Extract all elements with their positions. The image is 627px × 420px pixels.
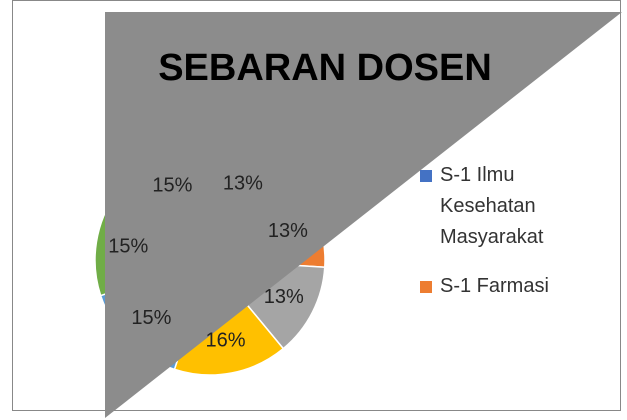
- data-label: 15%: [131, 307, 171, 329]
- legend-label: S-1 Farmasi: [440, 275, 549, 297]
- chart-title: SEBARAN DOSEN: [158, 47, 492, 89]
- data-label: 13%: [223, 172, 263, 194]
- data-label: 16%: [205, 330, 245, 352]
- legend-item: S-1 Farmasi: [420, 271, 590, 302]
- legend-label: S-1 Ilmu Kesehatan Masyarakat: [440, 164, 544, 248]
- legend-item: S-1 Ilmu Kesehatan Masyarakat: [420, 160, 590, 253]
- legend-swatch: [420, 170, 432, 182]
- data-label: 13%: [268, 220, 308, 242]
- overlay-triangle: [105, 12, 622, 418]
- data-label: 15%: [152, 175, 192, 197]
- legend-swatch: [420, 281, 432, 293]
- data-label: 13%: [264, 286, 304, 308]
- legend: S-1 Ilmu Kesehatan Masyarakat S-1 Farmasi: [420, 160, 590, 320]
- data-label: 15%: [108, 235, 148, 257]
